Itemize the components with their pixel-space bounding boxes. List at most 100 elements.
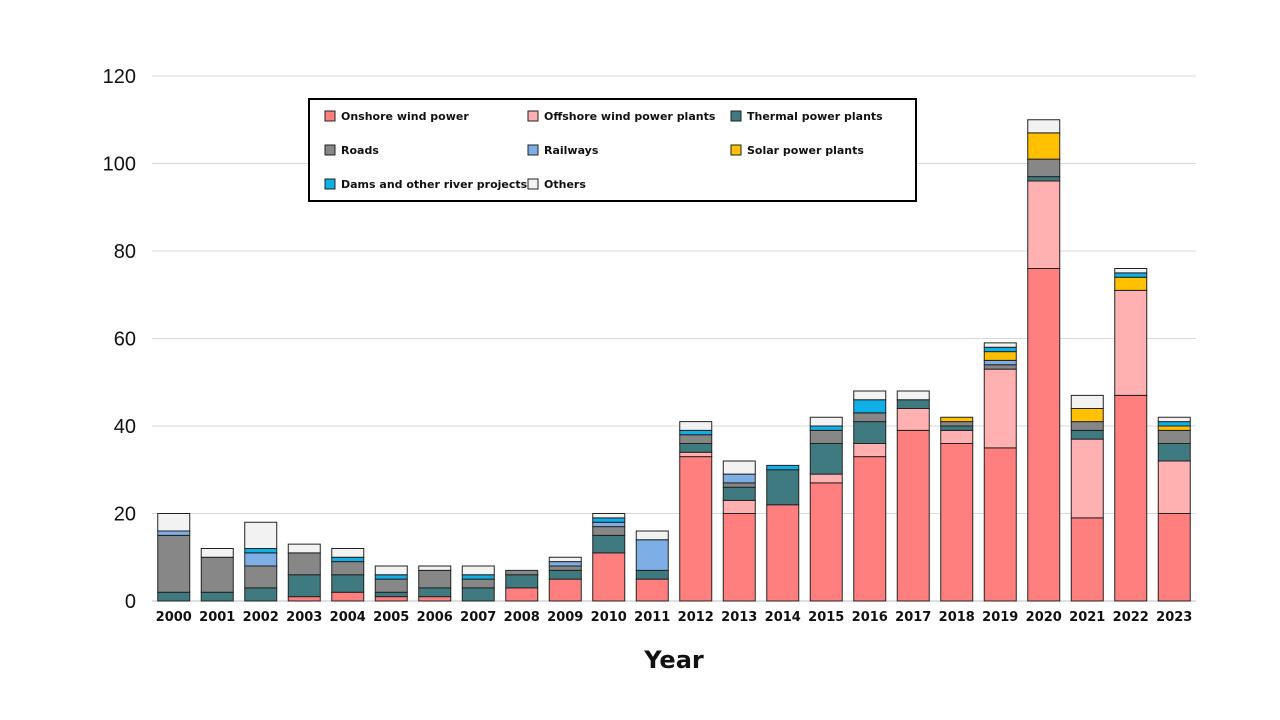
bar-segment (722, 499, 756, 514)
bar-segment (200, 591, 234, 602)
bar-segment (679, 451, 713, 458)
bar-segment (244, 552, 278, 567)
bar-segment (1027, 119, 1061, 134)
bar-segment (461, 587, 495, 602)
bar-segment (418, 569, 452, 589)
bar-segment (809, 425, 843, 431)
y-tick-label: 0 (125, 591, 136, 613)
x-tick-label: 2017 (895, 610, 931, 625)
bar-segment (244, 548, 278, 554)
bar-segment (1070, 438, 1104, 519)
bar-segment (853, 412, 887, 423)
bar-segment (461, 565, 495, 576)
bar-segment (157, 513, 191, 532)
legend-swatch (730, 144, 742, 156)
bar-segment (1070, 408, 1104, 423)
bar-segment (1070, 517, 1104, 602)
bar-segment (1027, 176, 1061, 182)
bar-segment (679, 443, 713, 453)
legend-label: Onshore wind power (341, 110, 469, 123)
bar-segment (592, 521, 626, 528)
x-tick-label: 2023 (1156, 610, 1192, 625)
bar-segment (244, 565, 278, 589)
x-tick-label: 2021 (1069, 610, 1105, 625)
bar-segment (505, 587, 539, 602)
x-tick-label: 2009 (547, 610, 583, 625)
bar-segment (505, 569, 539, 576)
x-tick-label: 2003 (286, 610, 322, 625)
x-tick-label: 2001 (199, 610, 235, 625)
y-tick-label: 40 (114, 416, 136, 438)
bar-segment (1027, 180, 1061, 269)
legend-box (308, 98, 917, 202)
bar-segment (679, 434, 713, 444)
bar-segment (635, 569, 669, 580)
bar-segment (1027, 132, 1061, 160)
x-tick-label: 2007 (460, 610, 496, 625)
x-tick-label: 2013 (721, 610, 757, 625)
bar-segment (983, 447, 1017, 602)
bar-segment (287, 543, 321, 554)
bar-segment (940, 443, 974, 602)
bar-segment (1157, 416, 1191, 423)
bar-segment (896, 390, 930, 401)
bar-segment (461, 578, 495, 589)
x-tick-label: 2012 (678, 610, 714, 625)
bar-segment (853, 443, 887, 458)
x-tick-label: 2019 (982, 610, 1018, 625)
bar-segment (548, 561, 582, 567)
bar-segment (1157, 429, 1191, 444)
bar-segment (592, 517, 626, 523)
bar-segment (200, 548, 234, 558)
y-tick-label: 60 (114, 329, 136, 351)
bar-segment (940, 429, 974, 444)
legend-label: Offshore wind power plants (544, 110, 716, 123)
x-tick-label: 2016 (852, 610, 888, 625)
bar-segment (331, 548, 365, 558)
legend-swatch (730, 110, 742, 122)
bar-segment (722, 473, 756, 484)
bar-segment (766, 469, 800, 506)
bar-segment (1157, 421, 1191, 427)
bar-segment (287, 552, 321, 576)
bar-segment (592, 552, 626, 602)
bar-segment (331, 561, 365, 576)
bar-segment (1114, 289, 1148, 396)
bar-segment (1157, 460, 1191, 514)
legend-swatch (324, 178, 336, 190)
bar-segment (548, 569, 582, 580)
bar-segment (853, 390, 887, 401)
bar-segment (896, 399, 930, 409)
x-tick-label: 2018 (939, 610, 975, 625)
bar-segment (331, 574, 365, 593)
bar-segment (983, 359, 1017, 366)
x-tick-label: 2002 (243, 610, 279, 625)
x-axis-ticks: 2000 2001 2002 2003 2004 2005 2006 2007 2008 2009… (156, 610, 1193, 625)
bar-segment (940, 416, 974, 423)
bar-segment (331, 591, 365, 602)
bar-segment (679, 421, 713, 431)
bar-segment (200, 556, 234, 593)
legend-swatch (527, 110, 539, 122)
bar-segment (418, 565, 452, 571)
legend-swatch (324, 144, 336, 156)
bar-segment (418, 587, 452, 598)
bar-segment (896, 429, 930, 602)
bar-segment (505, 574, 539, 589)
bar-segment (592, 526, 626, 536)
bar-segment (722, 486, 756, 501)
bar-segment (1157, 513, 1191, 602)
bar-segment (983, 342, 1017, 348)
bar-segment (374, 574, 408, 580)
bar-segment (244, 521, 278, 549)
bar-segment (1157, 443, 1191, 462)
bar-segment (548, 556, 582, 563)
bar-segment (374, 565, 408, 576)
bar-segment (766, 504, 800, 602)
x-tick-label: 2008 (504, 610, 540, 625)
bar-segment (722, 482, 756, 488)
x-tick-label: 2004 (330, 610, 366, 625)
bar-segment (940, 421, 974, 427)
bars (157, 119, 1191, 602)
bar-segment (1114, 276, 1148, 291)
